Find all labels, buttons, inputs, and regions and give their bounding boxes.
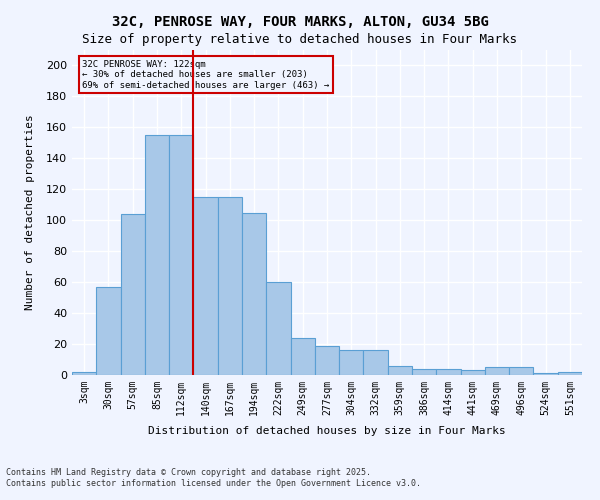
Bar [266,282,290,375]
Bar [533,374,558,375]
Bar [169,135,193,375]
Bar [461,370,485,375]
Text: 32C PENROSE WAY: 122sqm
← 30% of detached houses are smaller (203)
69% of semi-d: 32C PENROSE WAY: 122sqm ← 30% of detache… [82,60,329,90]
X-axis label: Distribution of detached houses by size in Four Marks: Distribution of detached houses by size … [148,426,506,436]
Bar [436,369,461,375]
Bar [193,197,218,375]
Bar [72,372,96,375]
Text: Contains HM Land Registry data © Crown copyright and database right 2025.
Contai: Contains HM Land Registry data © Crown c… [6,468,421,487]
Bar [290,338,315,375]
Bar [509,368,533,375]
Y-axis label: Number of detached properties: Number of detached properties [25,114,35,310]
Bar [485,368,509,375]
Bar [121,214,145,375]
Bar [315,346,339,375]
Bar [558,372,582,375]
Bar [242,212,266,375]
Bar [145,135,169,375]
Bar [96,287,121,375]
Text: 32C, PENROSE WAY, FOUR MARKS, ALTON, GU34 5BG: 32C, PENROSE WAY, FOUR MARKS, ALTON, GU3… [112,15,488,29]
Bar [388,366,412,375]
Text: Size of property relative to detached houses in Four Marks: Size of property relative to detached ho… [83,32,517,46]
Bar [339,350,364,375]
Bar [364,350,388,375]
Bar [412,369,436,375]
Bar [218,197,242,375]
